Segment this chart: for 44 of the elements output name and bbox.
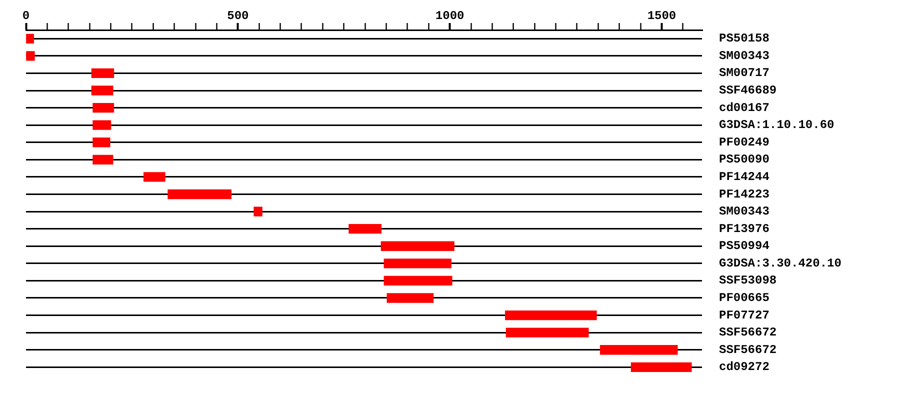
y-tick-label: PF14244 bbox=[719, 170, 770, 184]
x-tick-label: 1500 bbox=[647, 8, 676, 23]
y-tick-label: PS50158 bbox=[719, 32, 770, 46]
y-tick-label: G3DSA:1.10.10.60 bbox=[719, 118, 834, 132]
bar bbox=[143, 172, 166, 182]
y-tick-label: SM00717 bbox=[719, 66, 770, 80]
bar bbox=[506, 328, 589, 338]
y-tick-label: PF00665 bbox=[719, 291, 770, 306]
y-tick-label: PF14223 bbox=[719, 187, 770, 202]
y-tick-label: PF07727 bbox=[719, 308, 770, 322]
y-tick-label: SSF46689 bbox=[719, 84, 777, 98]
y-tick-label: PF13976 bbox=[719, 222, 770, 236]
y-tick-label: cd00167 bbox=[719, 100, 770, 115]
bar bbox=[26, 34, 34, 44]
bar bbox=[380, 241, 454, 251]
y-tick-label: PS50994 bbox=[719, 239, 770, 254]
bar bbox=[26, 51, 35, 61]
x-tick-label: 1000 bbox=[435, 8, 464, 23]
bar bbox=[92, 154, 114, 165]
y-tick-label: SSF56672 bbox=[719, 326, 777, 340]
bar bbox=[254, 206, 262, 216]
x-tick-label: 500 bbox=[227, 8, 249, 23]
y-tick-label: SSF53098 bbox=[719, 274, 777, 288]
bar bbox=[600, 345, 678, 355]
bar bbox=[384, 258, 452, 268]
y-tick-label: SM00343 bbox=[719, 204, 770, 219]
y-tick-label: PF00249 bbox=[719, 135, 770, 150]
y-tick-label: SM00343 bbox=[719, 48, 770, 63]
x-tick-label: 0 bbox=[22, 8, 30, 23]
bar bbox=[505, 310, 597, 320]
bar bbox=[168, 189, 232, 200]
bar bbox=[92, 120, 112, 130]
y-tick-label: PS50090 bbox=[719, 152, 770, 167]
y-tick-label: cd09272 bbox=[719, 360, 770, 374]
bar bbox=[91, 86, 114, 96]
bar bbox=[92, 102, 114, 113]
y-tick-label: SSF56672 bbox=[719, 342, 777, 357]
bar bbox=[386, 293, 434, 303]
bar bbox=[384, 276, 452, 286]
bar bbox=[92, 138, 110, 148]
y-tick-label: G3DSA:3.30.420.10 bbox=[719, 256, 842, 270]
bar bbox=[348, 224, 382, 234]
bar bbox=[630, 362, 692, 372]
bar bbox=[91, 68, 114, 78]
